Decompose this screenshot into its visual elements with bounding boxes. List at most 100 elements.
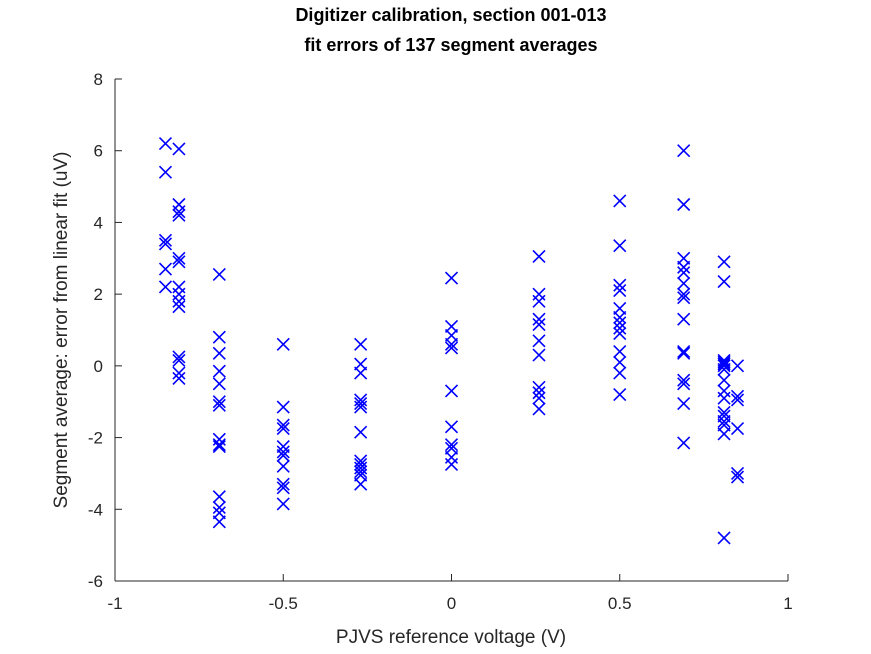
- data-point: [613, 387, 627, 402]
- data-point: [172, 142, 186, 156]
- data-point: [532, 380, 546, 394]
- data-point: [613, 321, 627, 335]
- data-point: [613, 327, 627, 341]
- data-point: [677, 346, 691, 360]
- chart-title: Digitizer calibration, section 001-013: [295, 5, 606, 25]
- data-point: [444, 450, 459, 464]
- data-point: [717, 357, 731, 371]
- data-point: [172, 205, 186, 219]
- data-point: [212, 395, 226, 409]
- data-point: [730, 422, 745, 436]
- data-point: [172, 208, 186, 222]
- data-point: [212, 490, 226, 504]
- data-point: [677, 287, 691, 301]
- data-point: [172, 280, 186, 294]
- x-tick-label: -1: [107, 594, 122, 613]
- y-tick-label: 4: [94, 213, 103, 232]
- data-point: [212, 377, 226, 391]
- data-point: [444, 384, 459, 398]
- y-tick-label: -2: [88, 429, 103, 448]
- data-point: [158, 237, 173, 251]
- data-point: [677, 373, 691, 387]
- data-point: [613, 355, 627, 369]
- x-tick-label: 0.5: [608, 594, 632, 613]
- y-ticks: -6 -4 -2 0 2 4 6 8: [88, 70, 122, 591]
- data-point: [354, 477, 368, 491]
- data-point: [212, 330, 226, 344]
- data-point: [677, 344, 691, 359]
- data-point: [532, 249, 546, 264]
- data-point: [717, 373, 731, 387]
- data-point: [158, 262, 173, 276]
- data-point: [717, 391, 731, 405]
- data-point: [444, 420, 459, 434]
- data-point: [613, 316, 627, 330]
- data-point: [717, 362, 731, 377]
- data-point: [717, 275, 731, 289]
- data-point: [276, 418, 290, 432]
- data-point: [677, 377, 691, 391]
- data-point: [212, 364, 226, 378]
- data-point: [677, 197, 691, 212]
- data-point: [444, 457, 459, 472]
- data-point: [677, 260, 691, 274]
- y-tick-label: 0: [94, 357, 103, 376]
- data-point: [276, 422, 290, 436]
- data-point: [444, 271, 459, 285]
- data-point: [212, 346, 226, 360]
- data-point: [158, 280, 173, 294]
- data-point: [276, 445, 290, 459]
- data-point: [677, 266, 691, 280]
- data-point: [172, 353, 186, 368]
- data-point: [276, 400, 290, 414]
- data-point: [212, 515, 226, 529]
- data-point: [532, 294, 546, 308]
- data-point: [212, 267, 226, 281]
- data-point: [354, 465, 368, 479]
- data-point: [354, 366, 368, 380]
- data-point: [532, 312, 546, 326]
- chart-subtitle: fit errors of 137 segment averages: [304, 35, 597, 55]
- data-point: [276, 459, 290, 473]
- data-point: [172, 366, 186, 380]
- data-point: [172, 197, 186, 212]
- data-point: [677, 436, 691, 450]
- data-point: [172, 300, 186, 314]
- data-point: [354, 400, 368, 414]
- data-point: [158, 233, 173, 247]
- data-point: [172, 255, 186, 269]
- data-point: [276, 337, 290, 351]
- data-point: [613, 194, 627, 208]
- data-point: [444, 341, 459, 355]
- data-point: [613, 239, 627, 253]
- data-point: [172, 287, 186, 301]
- data-point: [717, 359, 731, 373]
- y-tick-label: -6: [88, 572, 103, 591]
- x-tick-label: -0.5: [269, 594, 298, 613]
- data-point: [730, 359, 745, 373]
- data-point: [677, 291, 691, 305]
- y-tick-label: -4: [88, 500, 103, 519]
- data-point: [730, 389, 745, 403]
- data-point: [172, 294, 186, 308]
- data-point: [172, 350, 186, 364]
- data-point: [212, 438, 226, 452]
- data-point: [532, 287, 546, 301]
- data-point: [212, 439, 226, 454]
- y-tick-label: 8: [94, 70, 103, 89]
- data-point: [717, 255, 731, 269]
- data-point: [212, 398, 226, 412]
- data-point: [212, 500, 226, 515]
- data-point: [613, 278, 627, 292]
- data-point: [444, 337, 459, 351]
- data-point: [717, 427, 731, 441]
- data-point: [158, 136, 173, 151]
- y-tick-label: 6: [94, 142, 103, 161]
- data-point: [730, 466, 745, 480]
- data-point: [354, 396, 368, 411]
- data-point: [276, 481, 290, 495]
- data-point: [532, 391, 546, 405]
- data-point: [212, 432, 226, 446]
- data-point: [677, 276, 691, 290]
